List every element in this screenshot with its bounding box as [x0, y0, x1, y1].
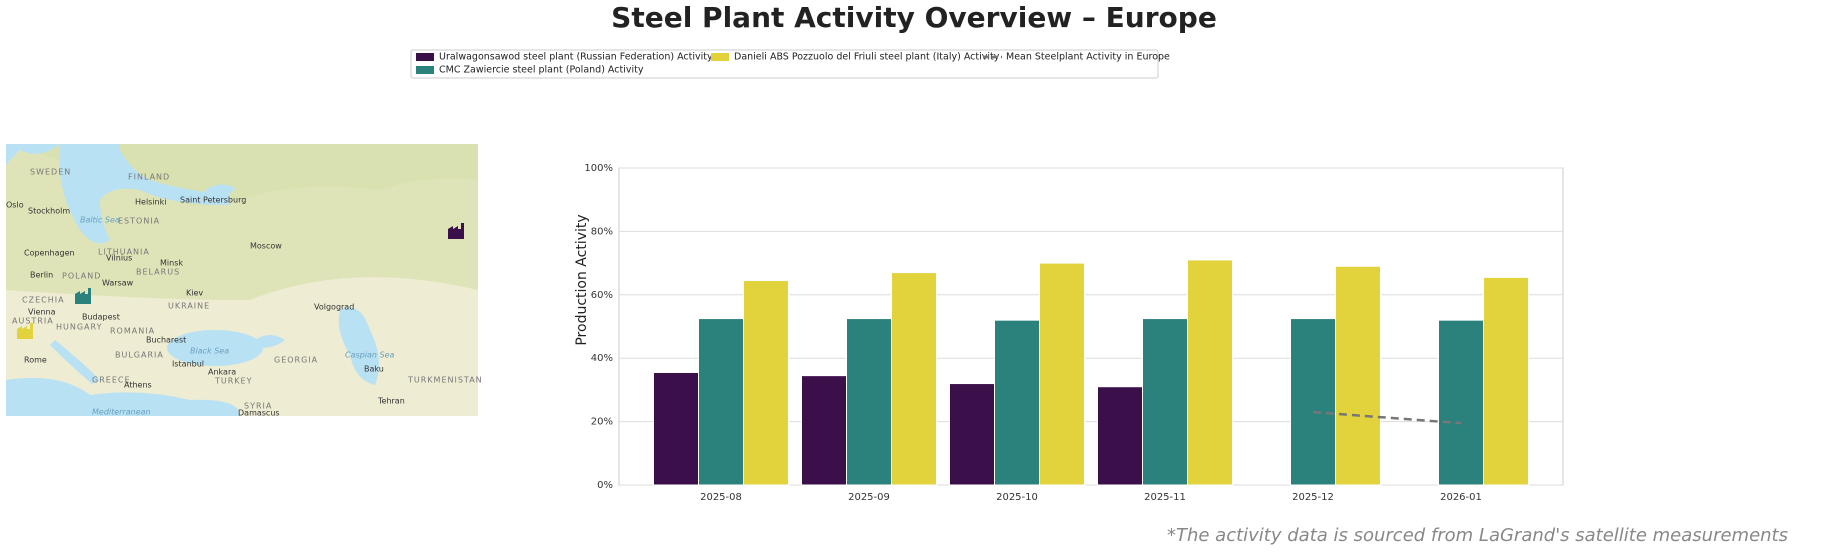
legend-label: Uralwagonsawod steel plant (Russian Fede… [439, 52, 713, 63]
x-tick-label: 2025-09 [848, 492, 890, 503]
map-label: Black Sea [190, 347, 229, 356]
bar [846, 318, 892, 486]
x-tick-label: 2025-08 [700, 492, 742, 503]
bar [653, 371, 699, 486]
map-label: Berlin [30, 271, 53, 280]
mean-line [1312, 410, 1462, 425]
map-label: ESTONIA [118, 217, 160, 226]
map-label: Bucharest [146, 336, 186, 345]
map-label: HUNGARY [56, 323, 102, 332]
map-label: Mediterranean [92, 408, 151, 417]
legend-label: Danieli ABS Pozzuolo del Friuli steel pl… [734, 52, 1000, 63]
map-label: Rome [24, 356, 47, 365]
bar [949, 383, 995, 486]
map-label: Baku [364, 365, 384, 374]
map-label: Saint Petersburg [180, 196, 246, 205]
map-label: Oslo [6, 201, 24, 210]
map-label: SWEDEN [30, 168, 71, 177]
map-label: Volgograd [314, 303, 354, 312]
map-label: TURKEY [214, 377, 253, 386]
map-label: Caspian Sea [345, 351, 394, 360]
map-label: Istanbul [172, 360, 204, 369]
footnote: *The activity data is sourced from LaGra… [1167, 525, 1788, 546]
plant-icon [448, 223, 464, 239]
map-label: ROMANIA [110, 327, 155, 336]
map-label: GEORGIA [274, 356, 318, 365]
bar [1290, 318, 1336, 486]
bar [1187, 259, 1233, 486]
map-label: GREECE [92, 376, 131, 385]
map-label: Copenhagen [24, 249, 75, 258]
y-tick-label: 80% [591, 226, 613, 237]
map-label: Stockholm [28, 207, 70, 216]
map-label: CZECHIA [22, 296, 65, 305]
bar [1097, 386, 1143, 486]
map-label: Minsk [160, 259, 183, 268]
map-label: Damascus [238, 409, 280, 418]
bar [1438, 319, 1484, 486]
map-label: UKRAINE [168, 302, 210, 311]
map-label: TURKMENISTAN [407, 376, 483, 385]
x-tick-label: 2025-12 [1292, 492, 1334, 503]
y-tick-label: 100% [584, 163, 613, 174]
bar [1335, 265, 1381, 486]
plant-icon [75, 288, 91, 304]
bar [891, 272, 937, 486]
map-label: Ankara [208, 368, 236, 377]
map-label: Warsaw [102, 279, 134, 288]
map-label: AUSTRIA [12, 317, 54, 326]
title: Steel Plant Activity Overview – Europe [611, 1, 1217, 34]
y-axis-label: Production Activity [574, 214, 590, 345]
plant-icon [17, 323, 33, 339]
map: SWEDEN FINLAND Helsinki Saint Petersburg… [6, 144, 483, 418]
map-label: Moscow [250, 242, 282, 251]
map-label: Baltic Sea [80, 216, 120, 225]
y-tick-label: 0% [597, 480, 613, 491]
bar [743, 280, 789, 486]
map-label: SYRIA [244, 402, 272, 411]
y-tick-label: 40% [591, 353, 613, 364]
legend-label: CMC Zawiercie steel plant (Poland) Activ… [439, 65, 644, 76]
y-tick-label: 20% [591, 417, 613, 428]
map-label: Vilnius [106, 254, 132, 263]
map-label: Kiev [186, 289, 203, 298]
bar [1142, 318, 1188, 486]
map-label: Budapest [82, 313, 120, 322]
legend-label: Mean Steelplant Activity in Europe [1006, 52, 1170, 63]
legend-swatch [416, 53, 434, 61]
map-label: Helsinki [135, 198, 166, 207]
bar [1483, 276, 1529, 486]
map-label: BELARUS [136, 268, 180, 277]
bar [994, 319, 1040, 486]
bar [698, 318, 744, 486]
map-label: Vienna [28, 308, 56, 317]
x-tick-label: 2025-11 [1144, 492, 1186, 503]
legend-swatch [711, 53, 729, 61]
y-tick-label: 60% [591, 290, 613, 301]
bar [801, 375, 847, 486]
map-label: BULGARIA [115, 351, 164, 360]
bar [1039, 262, 1085, 486]
x-tick-label: 2025-10 [996, 492, 1038, 503]
legend-swatch [416, 66, 434, 74]
map-label: POLAND [62, 272, 101, 281]
map-label: LITHUANIA [98, 248, 150, 257]
map-label: FINLAND [128, 173, 170, 182]
map-label: Tehran [377, 397, 405, 406]
map-label: Athens [124, 381, 152, 390]
legend [410, 49, 1159, 79]
x-tick-label: 2026-01 [1440, 492, 1482, 503]
